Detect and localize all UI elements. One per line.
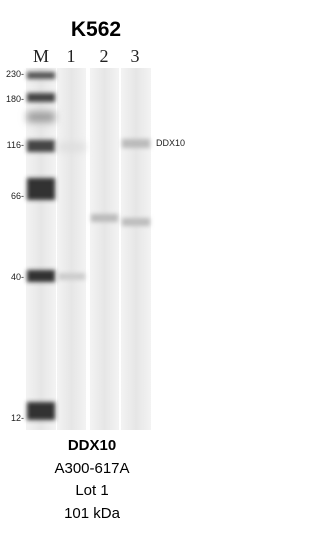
band xyxy=(122,139,150,148)
molecular-weight: 101 kDa xyxy=(64,505,121,522)
band xyxy=(27,402,55,420)
lane-label: 3 xyxy=(131,46,140,66)
blot-figure: K562 M 1 2 3 230- 180- 116- 66- 40- 12- … xyxy=(6,18,185,522)
band xyxy=(27,72,55,79)
band xyxy=(58,273,85,280)
band xyxy=(58,143,85,151)
marker-label: 180- xyxy=(6,94,24,104)
lane-label: 1 xyxy=(67,46,76,66)
band xyxy=(27,93,55,102)
lane xyxy=(90,68,119,430)
lane xyxy=(57,68,86,430)
band xyxy=(91,214,118,222)
lane xyxy=(26,68,56,430)
band xyxy=(27,112,55,122)
bands xyxy=(27,72,150,420)
marker-label: 230- xyxy=(6,69,24,79)
marker-label: 40- xyxy=(11,272,24,282)
marker-label: 12- xyxy=(11,413,24,423)
band xyxy=(122,218,150,226)
catalog-number: A300-617A xyxy=(54,460,129,477)
band xyxy=(27,140,55,152)
antibody-name: DDX10 xyxy=(68,437,116,454)
title: K562 xyxy=(71,18,121,41)
band xyxy=(27,178,55,200)
lane-label: M xyxy=(33,46,49,66)
lanes xyxy=(26,68,151,430)
band xyxy=(27,270,55,282)
lane-label: 2 xyxy=(100,46,109,66)
marker-label: 116- xyxy=(7,140,24,150)
band-label: DDX10 xyxy=(156,138,185,148)
lane xyxy=(121,68,151,430)
marker-label: 66- xyxy=(11,191,24,201)
lot-number: Lot 1 xyxy=(75,482,108,499)
